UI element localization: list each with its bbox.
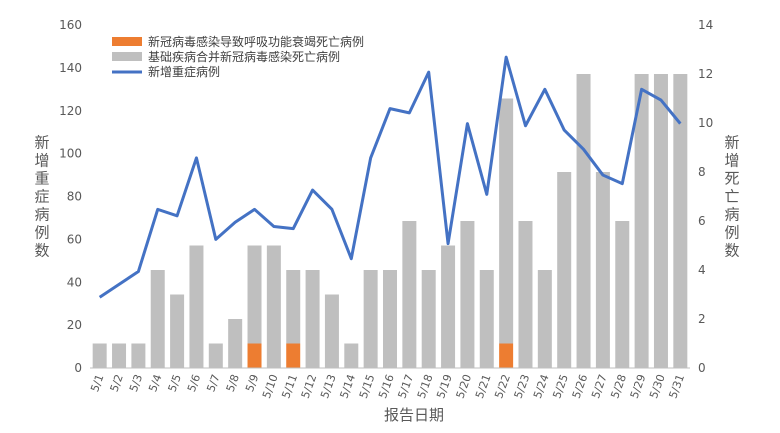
- bar: [595, 172, 610, 368]
- bar: [344, 343, 359, 368]
- bar: [112, 343, 127, 368]
- y-tick-label: 100: [59, 147, 82, 161]
- x-tick-label: 5/6: [185, 373, 203, 394]
- x-tick-label: 5/17: [396, 373, 417, 401]
- bar: [634, 74, 649, 368]
- x-tick-label: 5/19: [434, 373, 455, 401]
- bar: [499, 343, 514, 368]
- x-tick-label: 5/18: [415, 373, 436, 401]
- x-tick-label: 5/8: [224, 373, 242, 394]
- y2-tick-label: 8: [698, 165, 706, 179]
- x-tick-label: 5/27: [589, 373, 610, 401]
- x-tick-label: 5/15: [357, 373, 378, 401]
- bar: [131, 343, 146, 368]
- bar: [653, 74, 668, 368]
- x-tick-label: 5/23: [512, 373, 533, 401]
- bar: [92, 343, 107, 368]
- bar: [247, 343, 262, 368]
- x-tick-label: 5/11: [279, 373, 300, 401]
- bar: [170, 294, 185, 368]
- bar: [421, 270, 436, 368]
- legend-swatch: [112, 52, 142, 61]
- y-tick-label: 40: [67, 275, 82, 289]
- x-tick-label: 5/7: [204, 373, 222, 394]
- x-tick-label: 5/1: [88, 373, 106, 394]
- x-tick-label: 5/24: [531, 373, 552, 401]
- x-tick-label: 5/16: [376, 373, 397, 401]
- y-tick-label: 120: [59, 104, 82, 118]
- y2-tick-label: 2: [698, 312, 706, 326]
- y-tick-label: 160: [59, 18, 82, 32]
- bar: [537, 270, 552, 368]
- bar: [402, 221, 417, 368]
- y2-tick-label: 10: [698, 116, 713, 130]
- legend-swatch: [112, 37, 142, 46]
- y2-tick-label: 14: [698, 18, 713, 32]
- bar: [208, 343, 223, 368]
- legend-label: 新增重症病例: [148, 64, 220, 79]
- x-tick-label: 5/28: [608, 373, 629, 401]
- line: [98, 55, 682, 299]
- x-tick-label: 5/22: [492, 373, 513, 401]
- bar: [518, 221, 533, 368]
- bar: [305, 270, 320, 368]
- bar: [499, 98, 514, 344]
- y-tick-label: 60: [67, 232, 82, 246]
- x-tick-label: 5/12: [299, 373, 320, 401]
- bar: [189, 245, 204, 368]
- bar: [286, 270, 301, 344]
- y-tick-label: 140: [59, 61, 82, 75]
- x-tick-label: 5/10: [260, 373, 281, 401]
- y-axis-label: 新增重症病例数: [34, 134, 49, 260]
- legend-label: 基础疾病合并新冠病毒感染死亡病例: [148, 49, 340, 64]
- x-tick-label: 5/14: [337, 373, 358, 401]
- y2-tick-label: 4: [698, 263, 706, 277]
- y2-tick-label: 6: [698, 214, 706, 228]
- x-tick-label: 5/21: [473, 373, 494, 401]
- x-tick-label: 5/25: [550, 373, 571, 401]
- y-tick-label: 20: [67, 318, 82, 332]
- y2-tick-label: 0: [698, 361, 706, 375]
- x-tick-label: 5/29: [628, 373, 649, 401]
- bar: [383, 270, 397, 368]
- bar: [363, 270, 378, 368]
- bar: [576, 74, 591, 368]
- bar: [673, 74, 688, 368]
- bar: [557, 172, 572, 368]
- bar: [615, 221, 630, 368]
- y2-axis-label: 新增死亡病例数: [724, 134, 739, 260]
- bar: [286, 343, 301, 368]
- x-tick-label: 5/26: [570, 373, 591, 401]
- bar: [150, 270, 165, 368]
- x-axis-label: 报告日期: [384, 406, 444, 424]
- bar: [247, 245, 262, 344]
- x-tick-label: 5/20: [454, 373, 475, 401]
- x-tick-label: 5/3: [127, 373, 145, 394]
- bar: [228, 319, 243, 368]
- bar: [324, 294, 339, 368]
- x-tick-label: 5/5: [166, 373, 184, 394]
- bar: [479, 270, 494, 368]
- x-tick-label: 5/30: [647, 373, 668, 401]
- y2-tick-label: 12: [698, 67, 713, 81]
- bar: [460, 221, 475, 368]
- x-tick-label: 5/2: [108, 373, 126, 394]
- y-tick-label: 80: [67, 190, 82, 204]
- x-tick-label: 5/9: [243, 373, 261, 394]
- x-tick-label: 5/31: [666, 373, 687, 401]
- x-tick-label: 5/13: [318, 373, 339, 401]
- y-tick-label: 0: [74, 361, 82, 375]
- legend-label: 新冠病毒感染导致呼吸功能衰竭死亡病例: [148, 34, 364, 49]
- x-tick-label: 5/4: [146, 373, 164, 394]
- bar: [266, 245, 281, 368]
- bar: [441, 245, 456, 368]
